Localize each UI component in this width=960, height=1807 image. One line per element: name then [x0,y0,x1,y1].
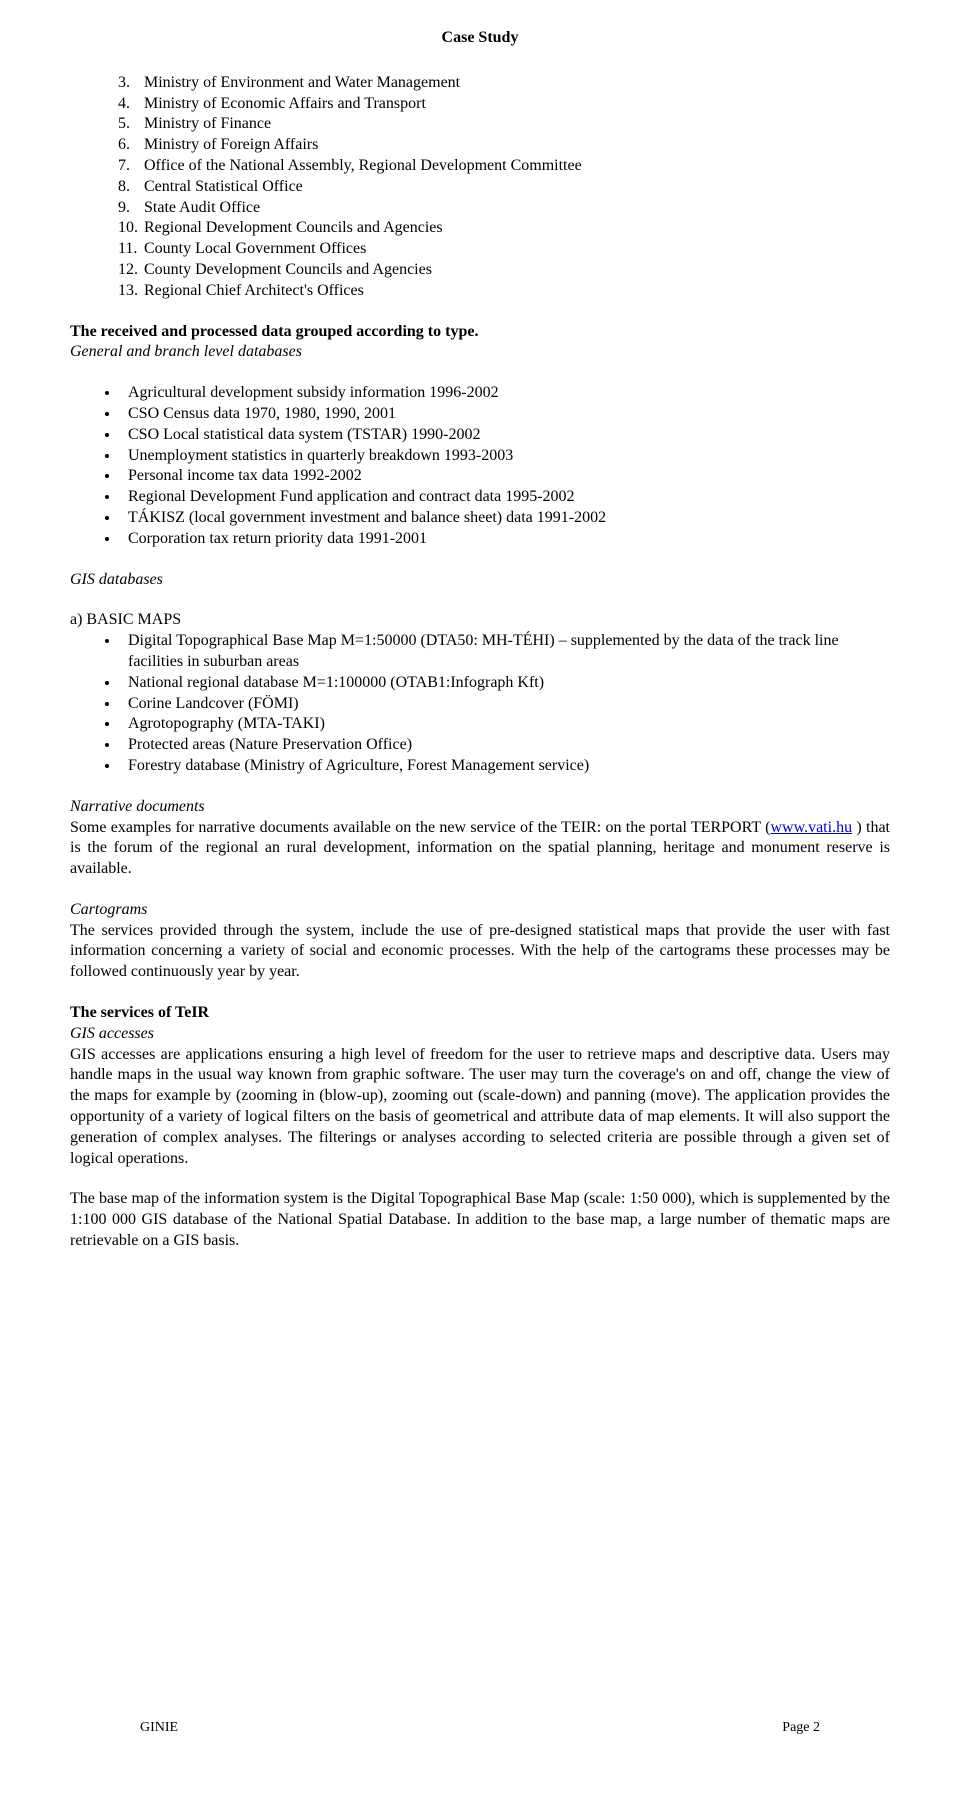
bullet-item: Protected areas (Nature Preservation Off… [120,735,890,756]
bullet-item: CSO Local statistical data system (TSTAR… [120,425,890,446]
numbered-item: 8. Central Statistical Office [118,177,890,198]
grouped-heading-text: The received and processed data grouped … [70,323,478,340]
list-number: 12. [118,260,140,281]
bullet-item: Digital Topographical Base Map M=1:50000… [120,631,890,673]
numbered-item: 7. Office of the National Assembly, Regi… [118,156,890,177]
numbered-item: 5. Ministry of Finance [118,114,890,135]
footer-left: GINIE [140,1719,178,1737]
bullet-item: Corine Landcover (FÖMI) [120,694,890,715]
bullet-item: Forestry database (Ministry of Agricultu… [120,756,890,777]
list-text: County Development Councils and Agencies [140,261,432,278]
list-text: Ministry of Environment and Water Manage… [140,74,460,91]
list-number: 13. [118,281,140,302]
basic-maps-label: a) BASIC MAPS [70,610,890,631]
bullet-item: TÁKISZ (local government investment and … [120,508,890,529]
numbered-list: 3. Ministry of Environment and Water Man… [70,73,890,302]
bullet-item: Agricultural development subsidy informa… [120,383,890,404]
page: Case Study 3. Ministry of Environment an… [70,28,890,1767]
bullet-item: Personal income tax data 1992-2002 [120,466,890,487]
list-text: Ministry of Foreign Affairs [140,136,318,153]
footer: GINIE Page 2 [140,1719,820,1737]
list-number: 4. [118,94,140,115]
cartograms-text: The services provided through the system… [70,921,890,983]
numbered-item: 10. Regional Development Councils and Ag… [118,218,890,239]
list-text: Central Statistical Office [140,178,303,195]
gis-bullets: Digital Topographical Base Map M=1:50000… [70,631,890,777]
numbered-item: 3. Ministry of Environment and Water Man… [118,73,890,94]
list-number: 5. [118,114,140,135]
narrative-link[interactable]: www.vati.hu [770,819,852,836]
numbered-item: 12. County Development Councils and Agen… [118,260,890,281]
narrative-heading: Narrative documents [70,797,890,818]
list-number: 8. [118,177,140,198]
numbered-item: 11. County Local Government Offices [118,239,890,260]
list-text: Regional Chief Architect's Offices [140,282,364,299]
bullet-item: CSO Census data 1970, 1980, 1990, 2001 [120,404,890,425]
general-bullets: Agricultural development subsidy informa… [70,383,890,549]
list-number: 9. [118,198,140,219]
list-text: State Audit Office [140,199,260,216]
services-text: GIS accesses are applications ensuring a… [70,1045,890,1170]
numbered-item: 13. Regional Chief Architect's Offices [118,281,890,302]
list-number: 3. [118,73,140,94]
bullet-item: Unemployment statistics in quarterly bre… [120,446,890,467]
list-number: 7. [118,156,140,177]
bullet-item: Agrotopography (MTA-TAKI) [120,714,890,735]
list-number: 10. [118,218,140,239]
grouped-subheading: General and branch level databases [70,342,890,363]
numbered-item: 4. Ministry of Economic Affairs and Tran… [118,94,890,115]
cartograms-heading: Cartograms [70,900,890,921]
grouped-heading: The received and processed data grouped … [70,322,890,343]
services-heading: The services of TeIR [70,1003,890,1024]
bullet-item: Corporation tax return priority data 199… [120,529,890,550]
list-text: Ministry of Economic Affairs and Transpo… [140,95,426,112]
list-text: Ministry of Finance [140,115,271,132]
list-text: County Local Government Offices [140,240,366,257]
gis-heading: GIS databases [70,570,890,591]
footer-right: Page 2 [782,1719,820,1737]
list-number: 6. [118,135,140,156]
list-text: Regional Development Councils and Agenci… [140,219,443,236]
narrative-text: Some examples for narrative documents av… [70,818,890,880]
bullet-item: Regional Development Fund application an… [120,487,890,508]
list-number: 11. [118,239,140,260]
page-header: Case Study [70,28,890,49]
numbered-item: 6. Ministry of Foreign Affairs [118,135,890,156]
list-text: Office of the National Assembly, Regiona… [140,157,582,174]
services-subheading: GIS accesses [70,1024,890,1045]
basemap-text: The base map of the information system i… [70,1189,890,1251]
bullet-item: National regional database M=1:100000 (O… [120,673,890,694]
numbered-item: 9. State Audit Office [118,198,890,219]
narrative-pre: Some examples for narrative documents av… [70,819,770,836]
